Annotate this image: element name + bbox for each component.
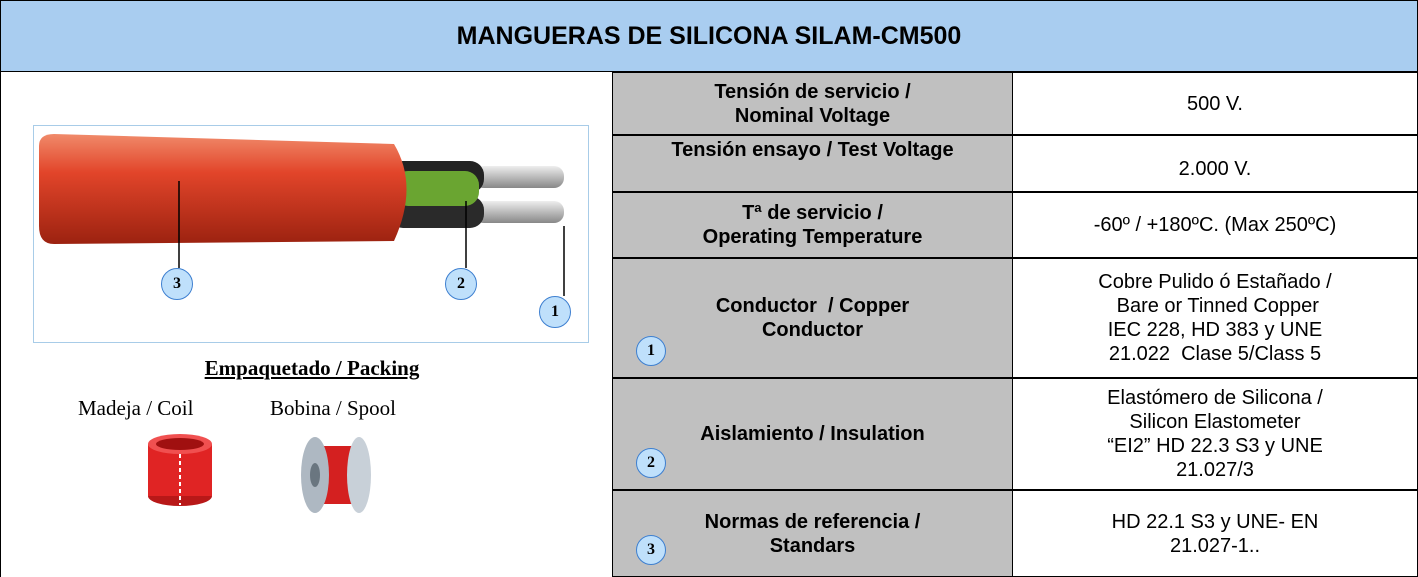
value-cell: Cobre Pulido ó Estañado / Bare or Tinned… bbox=[1012, 258, 1418, 378]
value-line: IEC 228, HD 383 y UNE bbox=[1107, 319, 1323, 341]
label-cell: Tensión de servicio / Nominal Voltage bbox=[612, 72, 1013, 135]
label-line: Tª de servicio / bbox=[742, 202, 883, 224]
value-cell: 2.000 V. bbox=[1012, 135, 1418, 192]
left-panel bbox=[0, 72, 612, 577]
label-line: Conductor bbox=[761, 319, 864, 341]
callout: 3 bbox=[161, 268, 193, 300]
label-cell: Tensión ensayo / Test Voltage bbox=[612, 135, 1013, 192]
value-cell: Elastómero de Silicona / Silicon Elastome… bbox=[1012, 378, 1418, 490]
value-line: “EI2” HD 22.3 S3 y UNE bbox=[1107, 435, 1323, 457]
callout: 1 bbox=[539, 296, 571, 328]
value-line: 500 V. bbox=[1187, 92, 1243, 115]
cable-image-frame bbox=[33, 125, 589, 343]
value-cell: HD 22.1 S3 y UNE- EN 21.027-1.. bbox=[1012, 490, 1418, 577]
packing-item: Bobina / Spool bbox=[270, 396, 397, 420]
cable-image bbox=[39, 134, 565, 296]
packing-title: Empaquetado / Packing bbox=[204, 356, 420, 380]
value-line: Cobre Pulido ó Estañado / bbox=[1098, 271, 1332, 293]
label-line: Nominal Voltage bbox=[734, 104, 891, 127]
value-line: 2.000 V. bbox=[1178, 157, 1252, 180]
label-line: Conductor / Copper bbox=[715, 295, 910, 317]
spool-icon bbox=[301, 437, 371, 513]
label-line: Tensión de servicio / bbox=[714, 80, 911, 103]
row-marker: 3 bbox=[636, 535, 666, 565]
callout: 2 bbox=[445, 268, 477, 300]
row-marker: 2 bbox=[636, 448, 666, 478]
label-cell: Normas de referencia / Standars bbox=[612, 490, 1013, 577]
label-line: Normas de referencia / bbox=[704, 510, 921, 533]
label-cell: Tª de servicio / Operating Temperature bbox=[612, 192, 1013, 258]
label-line: Standars bbox=[769, 534, 856, 557]
value-line: Silicon Elastometer bbox=[1129, 411, 1301, 433]
label-line: Aislamiento / Insulation bbox=[700, 423, 925, 445]
title: MANGUERAS DE SILICONA SILAM-CM500 bbox=[0, 0, 1418, 72]
coil-icon bbox=[148, 434, 212, 506]
packing-item: Madeja / Coil bbox=[78, 396, 194, 420]
value-line: 21.027-1.. bbox=[1169, 534, 1261, 557]
label-cell: Aislamiento / Insulation bbox=[612, 378, 1013, 490]
value-line: Bare or Tinned Copper bbox=[1111, 295, 1319, 317]
label-line: Tensión ensayo / Test Voltage bbox=[671, 139, 954, 161]
value-line: 21.027/3 bbox=[1176, 459, 1254, 481]
label-line: Operating Temperature bbox=[702, 226, 923, 248]
row-marker: 1 bbox=[636, 336, 666, 366]
value-line: HD 22.1 S3 y UNE- EN bbox=[1111, 510, 1319, 533]
value-cell: 500 V. bbox=[1012, 72, 1418, 135]
value-line: -60º / +180ºC. (Max 250ºC) bbox=[1093, 214, 1337, 236]
value-cell: -60º / +180ºC. (Max 250ºC) bbox=[1012, 192, 1418, 258]
value-line: 21.022 Clase 5/Class 5 bbox=[1108, 343, 1322, 365]
label-cell: Conductor / Copper Conductor bbox=[612, 258, 1013, 378]
value-line: Elastómero de Silicona / bbox=[1107, 387, 1323, 409]
